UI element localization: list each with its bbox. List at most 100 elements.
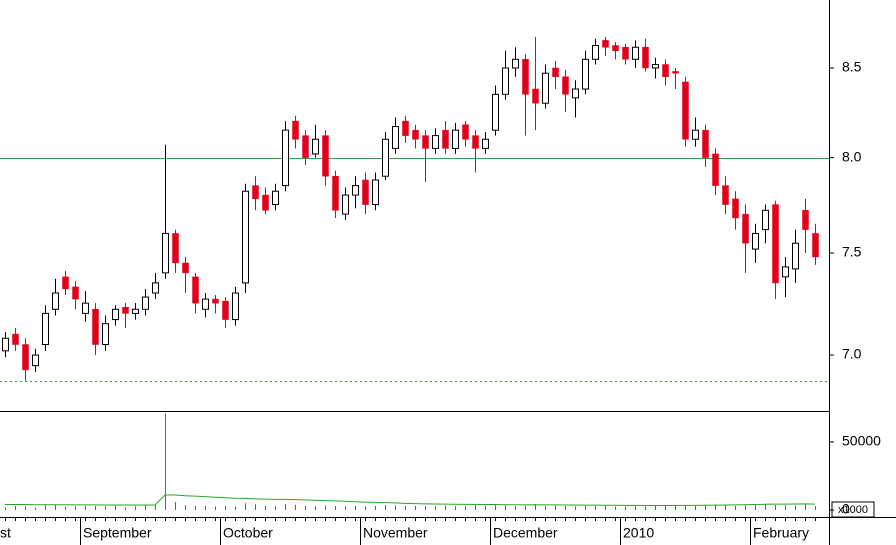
volume-bar bbox=[395, 505, 396, 510]
x-tick-label: October bbox=[223, 525, 273, 541]
volume-bar bbox=[725, 505, 726, 510]
volume-bar bbox=[5, 507, 6, 510]
volume-bar bbox=[75, 506, 76, 510]
candle-body bbox=[362, 179, 369, 205]
volume-bar bbox=[325, 505, 326, 510]
volume-bar bbox=[225, 505, 226, 510]
y-tick-label: 8.5 bbox=[842, 59, 862, 75]
candle-body bbox=[652, 64, 659, 69]
volume-bar bbox=[205, 505, 206, 510]
volume-bar bbox=[55, 504, 56, 510]
candle-body bbox=[512, 58, 519, 69]
candle-body bbox=[132, 308, 139, 314]
candle-body bbox=[112, 308, 119, 321]
volume-bar bbox=[785, 505, 786, 510]
candle-body bbox=[522, 59, 529, 95]
candle-body bbox=[602, 40, 609, 48]
volume-bar bbox=[405, 506, 406, 510]
candle-body bbox=[162, 232, 169, 274]
candle-body bbox=[102, 323, 109, 346]
candle-body bbox=[82, 302, 89, 314]
volume-bar bbox=[485, 505, 486, 510]
volume-bar bbox=[235, 506, 236, 510]
candle-body bbox=[612, 45, 619, 51]
volume-bar bbox=[275, 506, 276, 510]
volume-bar bbox=[15, 505, 16, 510]
candle-body bbox=[752, 232, 759, 250]
candle-body bbox=[812, 233, 819, 258]
candle-body bbox=[532, 88, 539, 104]
volume-bar bbox=[385, 505, 386, 510]
candle-body bbox=[742, 213, 749, 244]
candle-body bbox=[432, 135, 439, 149]
candle-body bbox=[322, 135, 329, 177]
candle-body bbox=[552, 67, 559, 77]
volume-bar bbox=[765, 503, 766, 510]
volume-bar bbox=[745, 505, 746, 510]
y-tick-label: 7.0 bbox=[842, 346, 862, 362]
candle-body bbox=[202, 298, 209, 310]
candle-body bbox=[722, 185, 729, 205]
volume-bar bbox=[495, 505, 496, 510]
volume-bar bbox=[695, 505, 696, 510]
volume-bar bbox=[345, 506, 346, 510]
volume-bar bbox=[65, 507, 66, 510]
candle-body bbox=[32, 354, 39, 367]
candle-body bbox=[772, 204, 779, 284]
volume-bar bbox=[265, 505, 266, 510]
candle-body bbox=[172, 233, 179, 264]
volume-bar bbox=[335, 506, 336, 510]
x-tick-label: February bbox=[753, 525, 809, 541]
volume-unit: x1000 bbox=[838, 504, 868, 516]
candle-body bbox=[422, 135, 429, 149]
volume-bar bbox=[655, 505, 656, 510]
volume-bar bbox=[115, 505, 116, 510]
volume-bar bbox=[595, 506, 596, 510]
candle-body bbox=[272, 190, 279, 206]
volume-bar bbox=[675, 506, 676, 510]
candle-body bbox=[152, 282, 159, 294]
volume-bar bbox=[815, 505, 816, 510]
candle-body bbox=[442, 129, 449, 149]
candle-body bbox=[142, 296, 149, 310]
candle-body bbox=[182, 262, 189, 274]
candle-body bbox=[52, 292, 59, 310]
volume-bar bbox=[435, 506, 436, 510]
candle-body bbox=[12, 333, 19, 345]
volume-bar bbox=[575, 506, 576, 510]
candle-body bbox=[502, 67, 509, 95]
volume-bar bbox=[105, 506, 106, 510]
volume-bar bbox=[425, 506, 426, 510]
candle-body bbox=[242, 190, 249, 284]
volume-bar bbox=[175, 501, 176, 510]
candle-body bbox=[702, 129, 709, 158]
candle-body bbox=[482, 138, 489, 149]
volume-bar bbox=[625, 507, 626, 510]
candle-body bbox=[562, 76, 569, 95]
volume-bar bbox=[545, 506, 546, 510]
volume-bar bbox=[805, 503, 806, 510]
volume-bar bbox=[45, 505, 46, 510]
volume-bar bbox=[665, 505, 666, 510]
candle-body bbox=[792, 242, 799, 270]
candle-body bbox=[192, 276, 199, 304]
volume-bar bbox=[445, 505, 446, 510]
candle-body bbox=[592, 45, 599, 60]
volume-bar bbox=[735, 505, 736, 510]
volume-bar bbox=[775, 504, 776, 510]
volume-bar bbox=[195, 506, 196, 510]
volume-bar bbox=[685, 504, 686, 510]
volume-bar bbox=[565, 506, 566, 510]
volume-bar bbox=[155, 504, 156, 510]
y-tick-label: 8.0 bbox=[842, 148, 862, 164]
candle-body bbox=[682, 81, 689, 140]
volume-bar bbox=[255, 504, 256, 510]
candle-body bbox=[382, 138, 389, 177]
candle-body bbox=[642, 47, 649, 69]
volume-bar bbox=[215, 506, 216, 510]
candle-body bbox=[22, 344, 29, 371]
volume-tick-label: 0 bbox=[842, 501, 850, 517]
candle-body bbox=[122, 306, 129, 314]
candle-body bbox=[402, 120, 409, 136]
